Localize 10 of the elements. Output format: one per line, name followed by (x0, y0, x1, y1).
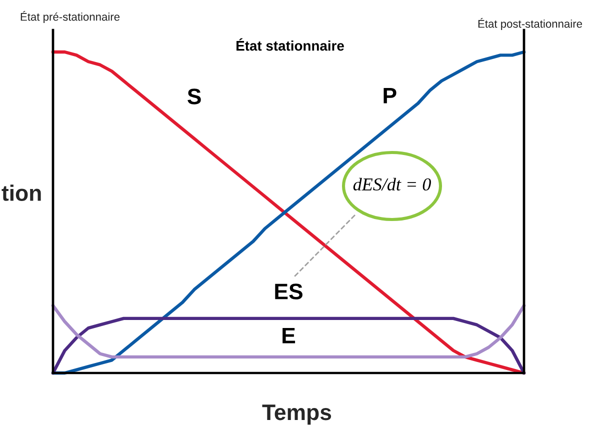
x-axis-title: Temps (262, 404, 332, 425)
series-label: S (188, 88, 201, 104)
y-axis-title: tion (2, 184, 41, 201)
text: État pré-stationnaire (20, 11, 120, 23)
annotation: dES/dt = 0 (353, 178, 431, 191)
series-label: P (384, 88, 396, 104)
series-label: ES (275, 284, 302, 300)
text: État post-stationnaire (478, 18, 582, 30)
text: État stationnaire (236, 38, 344, 51)
series-label: E (282, 328, 296, 344)
